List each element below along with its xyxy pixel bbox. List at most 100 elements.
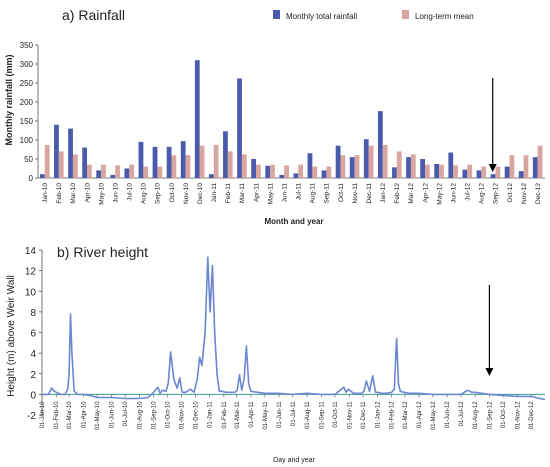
rainfall-bar-mean — [340, 155, 346, 178]
rainfall-x-tick-label: Nov-10 — [183, 183, 190, 204]
river-x-tick-label: 01-Jul-11 — [291, 401, 297, 426]
rainfall-x-tick-label: Sep-11 — [324, 183, 331, 204]
river-y-tick-label: 2 — [30, 370, 36, 381]
rainfall-bar-monthly — [124, 168, 130, 178]
river-x-tick-label: 01-Jan-10 — [40, 401, 46, 429]
rainfall-x-tick-label: Aug-10 — [141, 183, 148, 204]
river-y-label: Height (m) above Weir Wall — [6, 275, 17, 397]
river-x-tick-label: 01-May-11 — [263, 401, 269, 430]
river-title: b) River height — [57, 244, 148, 260]
rainfall-y-tick-label: 100 — [20, 136, 34, 145]
river-x-tick-label: 01-Jan-11 — [208, 401, 214, 428]
rainfall-panel: a) Rainfall Monthly total rainfall Long-… — [4, 7, 545, 226]
rainfall-bars — [39, 60, 543, 179]
rainfall-x-tick-label: Jun-10 — [112, 183, 119, 203]
rainfall-bar-mean — [425, 164, 430, 178]
rainfall-bar-mean — [241, 154, 247, 178]
rainfall-x-tick-label: Jul-12 — [465, 183, 472, 201]
river-x-tick-label: 01-Feb-12 — [390, 401, 396, 429]
river-x-tick-label: 01-Jan-12 — [375, 401, 381, 429]
rainfall-bar-mean — [199, 145, 205, 178]
rainfall-x-tick-label: Jun-11 — [281, 183, 288, 203]
rainfall-bar-monthly — [476, 170, 482, 178]
river-x-tick-label: 01-Feb-10 — [54, 401, 60, 429]
river-x-tick-label: 01-Apr-12 — [417, 401, 423, 428]
rainfall-bar-mean — [453, 165, 458, 178]
rainfall-x-tick-label: May-12 — [436, 183, 443, 205]
river-x-tick-label: 01-Oct-11 — [333, 401, 339, 428]
rainfall-bar-monthly — [420, 159, 426, 178]
rainfall-bar-monthly — [321, 170, 327, 178]
rainfall-bar-monthly — [490, 174, 496, 178]
rainfall-bar-mean — [87, 164, 92, 178]
river-x-tick-label: 01-Sep-12 — [487, 401, 493, 430]
rainfall-bar-mean — [256, 164, 261, 178]
river-x-tick-label: 01-Jun-10 — [109, 401, 115, 429]
river-x-tick-label: 01-May-10 — [95, 401, 101, 430]
rainfall-bar-monthly — [363, 139, 369, 178]
rainfall-y-tick-label: 0 — [29, 174, 34, 183]
river-x-tick-label: 01-Oct-10 — [165, 401, 171, 428]
rainfall-bar-monthly — [307, 153, 313, 178]
river-x-tick-label: 01-Aug-10 — [137, 401, 143, 430]
rainfall-bar-monthly — [504, 166, 510, 178]
rainfall-bar-mean — [439, 164, 444, 178]
rainfall-x-tick-label: Jan-10 — [42, 183, 49, 203]
rainfall-x-tick-label: Oct-10 — [169, 183, 176, 203]
rainfall-x-tick-label: Aug-11 — [310, 183, 317, 204]
river-line — [42, 256, 546, 401]
rainfall-bar-monthly — [392, 167, 397, 178]
river-x-tick-label: 01-Apr-11 — [249, 401, 255, 428]
rainfall-x-tick-label: Feb-11 — [225, 183, 232, 203]
river-x-tick-label: 01-Apr-10 — [81, 401, 87, 428]
rainfall-y-axis: 0 50 100 150 200 250 300 350 — [20, 41, 545, 183]
rainfall-bar-monthly — [279, 174, 285, 178]
river-x-tick-label: 01-Dec-12 — [529, 401, 535, 430]
rainfall-x-tick-label: Apr-11 — [253, 183, 260, 202]
rainfall-bar-monthly — [265, 165, 271, 178]
rainfall-bar-monthly — [138, 141, 144, 178]
rainfall-title: a) Rainfall — [62, 7, 125, 23]
rainfall-x-tick-label: Jan-11 — [211, 183, 218, 203]
rainfall-x-tick-label: Feb-12 — [394, 183, 401, 204]
river-height-series-line — [42, 256, 546, 401]
rainfall-bar-mean — [326, 166, 332, 178]
river-y-tick-label: -2 — [27, 411, 36, 422]
rainfall-y-tick-label: 50 — [24, 155, 33, 164]
rainfall-x-tick-label: Nov-11 — [352, 183, 359, 204]
rainfall-y-label: Monthly rainfall (mm) — [4, 54, 14, 145]
river-x-tick-label: 01-Sep-11 — [319, 401, 325, 429]
river-y-tick-label: 14 — [25, 246, 37, 257]
rainfall-y-tick-label: 350 — [20, 41, 34, 50]
rainfall-bar-monthly — [68, 128, 73, 178]
rainfall-x-tick-label: Mar-11 — [239, 183, 246, 203]
rainfall-x-tick-label: Dec-10 — [197, 183, 204, 204]
rainfall-x-tick-label: Jun-12 — [450, 183, 457, 203]
river-x-tick-label: 01-Aug-12 — [473, 401, 479, 430]
rainfall-x-tick-label: May-11 — [267, 183, 274, 205]
rainfall-bar-mean — [44, 144, 50, 178]
river-y-tick-label: 6 — [30, 329, 36, 340]
rainfall-bar-mean — [284, 165, 289, 178]
rainfall-x-tick-label: Jul-11 — [296, 183, 303, 201]
river-x-tick-label: 01-Dec-10 — [193, 401, 199, 430]
rainfall-bar-mean — [298, 164, 304, 178]
rainfall-bar-mean — [354, 155, 360, 178]
rainfall-bar-mean — [185, 155, 191, 178]
rainfall-bar-monthly — [166, 146, 172, 178]
rainfall-bar-mean — [523, 155, 529, 178]
rainfall-bar-mean — [143, 166, 149, 178]
rainfall-x-tick-label: Oct-12 — [507, 183, 514, 203]
rainfall-bar-monthly — [82, 147, 88, 178]
rainfall-bar-monthly — [406, 157, 411, 178]
rainfall-bar-mean — [312, 166, 318, 178]
rainfall-bar-monthly — [39, 174, 45, 178]
rainfall-bar-monthly — [518, 171, 524, 178]
river-y-axis: -2 0 2 4 6 8 10 12 14 — [25, 246, 545, 422]
rainfall-x-tick-label: Oct-11 — [338, 183, 345, 202]
legend-label-mean: Long-term mean — [415, 12, 474, 21]
rainfall-bar-monthly — [448, 152, 454, 178]
rainfall-y-tick-label: 200 — [20, 98, 34, 107]
rainfall-bar-monthly — [223, 131, 228, 178]
rainfall-x-tick-label: Dec-12 — [535, 183, 542, 204]
